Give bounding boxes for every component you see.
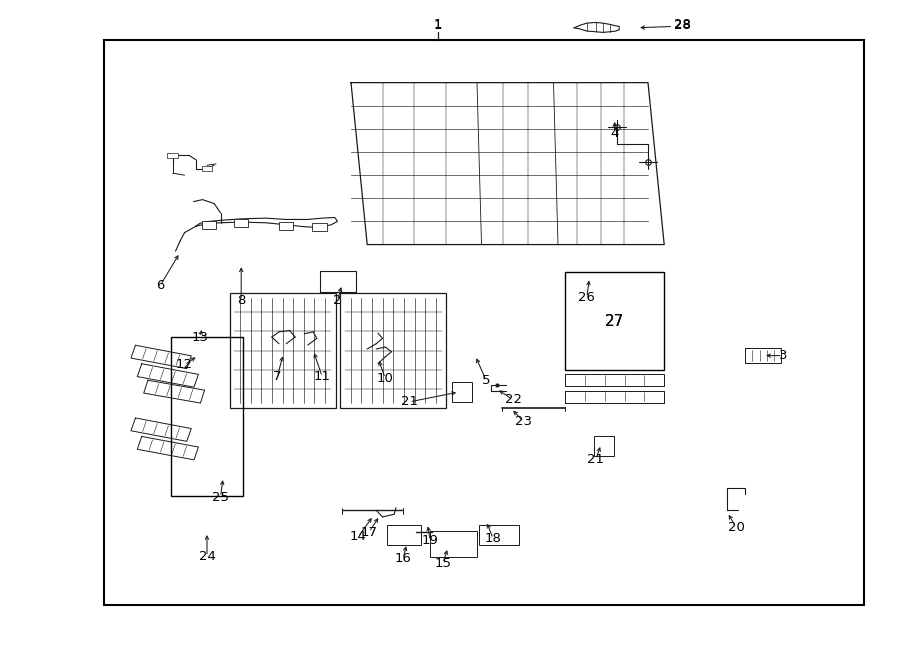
Text: 26: 26 [579,291,595,304]
Text: 21: 21 [401,395,418,408]
Bar [104,40,864,605]
Text: 28: 28 [674,19,690,32]
Text: 3: 3 [778,349,788,362]
Text: 7: 7 [273,370,282,383]
Text: 15: 15 [435,557,451,570]
Text: 24: 24 [199,550,215,563]
Text: 21: 21 [588,453,604,466]
Text: 18: 18 [485,532,501,545]
Text: 12: 12 [176,358,193,371]
Text: 4: 4 [610,127,619,140]
Bar [479,525,519,545]
Bar [565,272,664,370]
Text: 23: 23 [516,415,532,428]
Text: 5: 5 [482,373,490,387]
Text: 17: 17 [361,525,377,539]
Text: 1: 1 [434,19,443,32]
Bar [430,531,477,557]
Text: 10: 10 [377,371,393,385]
Bar [320,271,356,292]
Bar [340,293,446,408]
Bar [171,337,243,496]
Text: 20: 20 [728,521,744,534]
Text: 6: 6 [156,279,165,292]
Text: 16: 16 [395,552,411,565]
Text: 25: 25 [212,490,229,504]
Text: 28: 28 [674,18,690,31]
Text: 8: 8 [237,294,246,307]
Bar [279,222,293,230]
Bar [234,219,248,227]
Bar [230,293,336,408]
Bar [387,525,421,545]
Text: 27: 27 [605,314,625,329]
Bar [594,436,614,456]
Text: 27: 27 [605,314,625,329]
Bar [167,153,178,158]
Text: 14: 14 [350,530,366,543]
Bar [452,382,472,402]
Text: 11: 11 [314,370,330,383]
Text: 13: 13 [192,330,208,344]
Text: 22: 22 [505,393,521,407]
Text: 1: 1 [434,18,443,31]
Bar [202,221,216,229]
Bar [202,166,212,171]
Text: 2: 2 [333,294,342,307]
Text: 19: 19 [422,534,438,547]
Bar [312,223,327,231]
